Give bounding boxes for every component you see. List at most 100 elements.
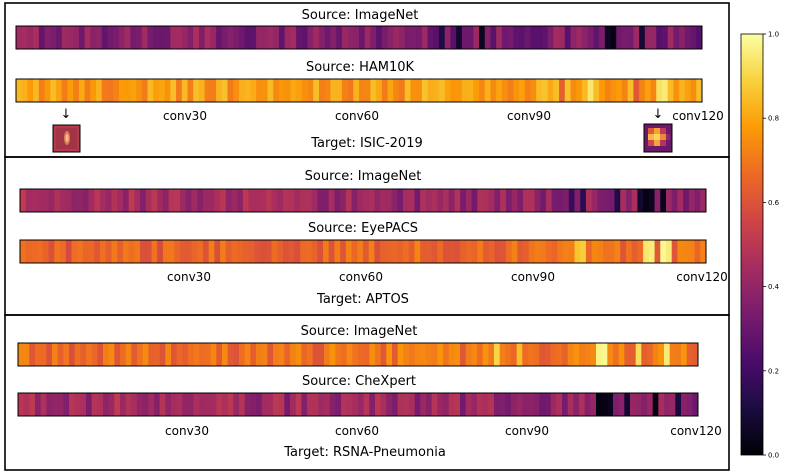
heat-cell (21, 26, 28, 49)
heat-cell (67, 26, 74, 49)
heat-cell (227, 26, 234, 49)
heat-cell (363, 189, 370, 212)
heat-cell (465, 189, 473, 212)
heat-cell (313, 79, 320, 102)
heat-cell (692, 393, 699, 416)
heat-cell (159, 343, 166, 366)
heat-cell (700, 189, 707, 212)
heat-cell (90, 79, 97, 102)
heat-cell (437, 189, 444, 212)
heat-cell (290, 26, 297, 49)
heat-cell (96, 26, 103, 49)
heat-cell (294, 189, 301, 212)
heat-cell (610, 26, 617, 49)
heat-cell (477, 343, 484, 366)
heat-cell (352, 393, 359, 416)
heat-cell (187, 26, 194, 49)
heat-cell (340, 240, 347, 263)
heat-cell (248, 240, 255, 263)
heat-cell (444, 26, 451, 49)
heat-cell (533, 343, 540, 366)
heat-cell (267, 79, 274, 102)
heat-cell (141, 26, 148, 49)
panel-1-tick-conv120: conv120 (672, 109, 724, 123)
heat-cell (386, 393, 393, 416)
heat-cell (318, 26, 326, 49)
heat-cell (357, 189, 364, 212)
heat-cell (397, 343, 404, 366)
heat-cell (191, 240, 198, 263)
heat-cell (403, 393, 410, 416)
heat-cell (278, 79, 286, 102)
heat-cell (335, 393, 342, 416)
heat-cell (614, 240, 621, 263)
heat-cell (29, 393, 36, 416)
heat-cell (547, 79, 554, 102)
heat-cell (33, 79, 40, 102)
panel-1-row-2-title: Source: HAM10K (306, 60, 415, 75)
heat-cell (57, 343, 64, 366)
heat-cell (107, 79, 114, 102)
heat-cell (63, 343, 70, 366)
heat-cell (180, 189, 187, 212)
heat-cell (616, 26, 623, 49)
heat-cell (353, 79, 360, 102)
heat-cell (501, 26, 509, 49)
heat-cell (295, 393, 302, 416)
heat-cell (683, 189, 690, 212)
heat-cell (426, 393, 433, 416)
heat-cell (312, 393, 319, 416)
heat-cell (225, 240, 232, 263)
heat-cell (573, 343, 580, 366)
heat-cell (650, 79, 657, 102)
heat-cell (256, 393, 263, 416)
heat-cell (141, 79, 148, 102)
heat-cell (587, 79, 594, 102)
heat-cell (176, 79, 183, 102)
heat-cell (193, 393, 200, 416)
heat-cell (118, 26, 126, 49)
heat-cell (599, 79, 606, 102)
heat-cell (484, 26, 491, 49)
heat-cell (658, 343, 665, 366)
heat-cell (443, 189, 450, 212)
heat-cell (288, 240, 295, 263)
heat-cell (278, 343, 285, 366)
heat-cell (658, 393, 665, 416)
heat-cell (559, 26, 566, 49)
heat-cell (164, 26, 171, 49)
heat-cell (563, 189, 570, 212)
heat-cell (690, 26, 697, 49)
heat-cell (581, 79, 589, 102)
panel-1-row-1-strip (16, 26, 703, 49)
heat-cell (265, 240, 272, 263)
colorbar-tick-label: 0.8 (768, 115, 779, 123)
heat-cell (44, 79, 51, 102)
heat-cell (182, 393, 189, 416)
heat-cell (142, 393, 149, 416)
heat-cell (176, 26, 183, 49)
heat-cell (500, 240, 507, 263)
heat-cell (254, 189, 261, 212)
heat-cell (517, 189, 524, 212)
heat-cell (643, 189, 650, 212)
heat-cell (122, 189, 130, 212)
heat-cell (50, 79, 57, 102)
heat-cell (427, 26, 434, 49)
heat-cell (97, 393, 104, 416)
heat-cell (494, 393, 501, 416)
heat-cell (677, 240, 684, 263)
heat-cell (618, 343, 625, 366)
panel-2-tick-conv120: conv120 (676, 270, 728, 284)
heat-cell (357, 240, 364, 263)
heat-cell (317, 240, 324, 263)
heat-cell (124, 26, 131, 49)
heat-cell (439, 79, 446, 102)
heat-cell (242, 189, 250, 212)
heat-cell (277, 189, 284, 212)
heat-cell (352, 343, 359, 366)
heat-cell (208, 189, 215, 212)
heat-cell (171, 343, 178, 366)
heat-cell (460, 189, 467, 212)
heat-cell (42, 189, 49, 212)
